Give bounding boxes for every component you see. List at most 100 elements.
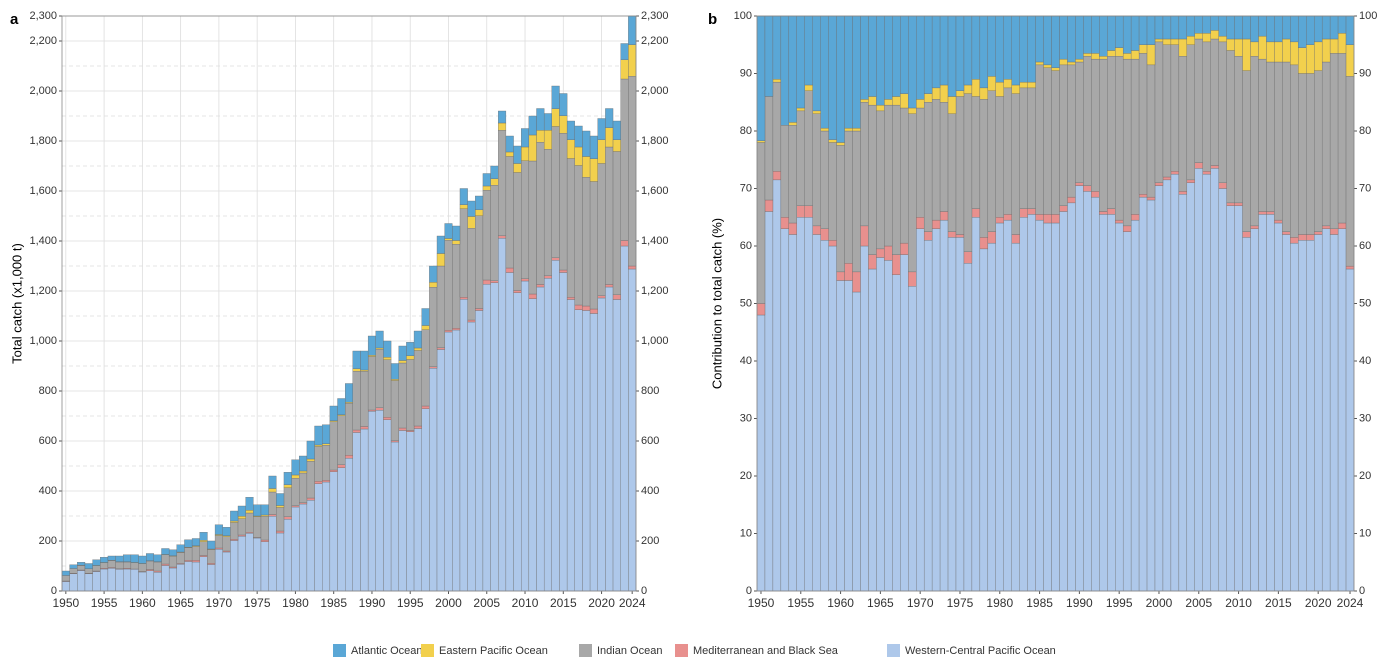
bar-segment [621, 44, 629, 60]
bar-segment [200, 540, 208, 542]
bar-segment [853, 16, 861, 128]
bar-segment [868, 16, 876, 97]
y2-tick-label: 100 [1359, 10, 1377, 22]
bar-segment [345, 455, 353, 458]
bar-segment [582, 311, 590, 592]
bar-segment [483, 284, 491, 591]
bar-segment [537, 285, 545, 288]
bar-segment [613, 295, 621, 300]
bar-segment [207, 550, 215, 564]
x-tick-label: 1990 [359, 596, 386, 610]
bar-segment [514, 164, 522, 173]
bar-segment [1147, 16, 1155, 45]
bar-segment [521, 279, 529, 281]
bar-segment [1083, 191, 1091, 591]
bar-segment [200, 532, 208, 540]
bar-segment [567, 297, 575, 299]
bar-segment [1139, 194, 1147, 197]
bar-segment [146, 570, 154, 571]
bar-segment [628, 269, 636, 591]
bar-segment [169, 556, 177, 567]
bar-segment [559, 133, 567, 270]
bar-segment [1251, 229, 1259, 591]
bar-segment [468, 201, 476, 217]
bar-segment [238, 519, 246, 535]
bar-segment [383, 341, 391, 357]
bar-segment [1067, 197, 1075, 203]
bar-segment [131, 555, 139, 563]
x-tick-label: 1995 [1106, 596, 1133, 610]
bar-segment [429, 266, 437, 282]
bar-segment [1258, 59, 1266, 211]
bar-segment [813, 111, 821, 114]
bar-segment [1052, 68, 1060, 71]
bar-segment [1235, 206, 1243, 591]
bar-segment [940, 212, 948, 221]
x-tick-label: 2015 [550, 596, 577, 610]
bar-segment [131, 563, 139, 569]
bar-segment [598, 298, 606, 591]
bar-segment [1243, 237, 1251, 591]
bar-segment [491, 283, 499, 591]
bar-segment [85, 569, 93, 574]
bar-segment [1131, 59, 1139, 214]
bar-segment [491, 179, 499, 186]
bar-segment [552, 127, 560, 258]
bar-segment [414, 351, 422, 427]
bar-segment [498, 130, 506, 236]
y2-tick-label: 2,200 [641, 35, 669, 47]
bar-segment [797, 217, 805, 591]
bar-segment [853, 292, 861, 591]
bar-segment [360, 370, 368, 371]
bar-segment [948, 114, 956, 232]
y-tick-label: 1,200 [29, 285, 57, 297]
bar-segment [1091, 59, 1099, 191]
bar-segment [483, 280, 491, 284]
bar-segment [1139, 16, 1147, 45]
bar-segment [1147, 45, 1155, 65]
panel-label: a [10, 11, 19, 28]
bar-segment [483, 186, 491, 190]
bar-segment [207, 563, 215, 564]
legend-swatch [675, 644, 688, 657]
bar-segment [567, 300, 575, 592]
bar-segment [1322, 62, 1330, 226]
bar-segment [940, 102, 948, 211]
bar-segment [598, 140, 606, 164]
bar-segment [1028, 82, 1036, 88]
bar-segment [1123, 53, 1131, 59]
y-tick-label: 2,200 [29, 35, 57, 47]
bar-segment [948, 16, 956, 97]
bar-segment [1004, 79, 1012, 88]
bar-segment [1314, 42, 1322, 71]
bar-segment [613, 121, 621, 140]
bar-segment [1338, 53, 1346, 223]
bar-segment [70, 569, 78, 574]
bar-segment [1131, 51, 1139, 60]
bar-segment [529, 116, 537, 135]
bar-segment [940, 220, 948, 591]
y2-tick-label: 800 [641, 385, 659, 397]
bar-segment [1298, 16, 1306, 48]
bar-segment [1044, 16, 1052, 65]
bar-segment [948, 237, 956, 591]
bar-segment [322, 480, 330, 482]
bar-segment [437, 236, 445, 254]
bar-segment [853, 131, 861, 272]
bar-segment [1179, 56, 1187, 191]
bar-segment [1091, 53, 1099, 59]
bar-segment [360, 427, 368, 430]
bar-segment [429, 368, 437, 591]
bar-segment [1235, 16, 1243, 39]
bar-segment [837, 16, 845, 143]
bar-segment [1195, 16, 1203, 33]
bar-segment [1266, 42, 1274, 62]
bar-segment [445, 332, 453, 591]
bar-segment [765, 200, 773, 212]
bar-segment [506, 157, 514, 269]
bar-segment [837, 145, 845, 272]
bar-segment [1139, 45, 1147, 54]
bar-segment [621, 79, 629, 241]
bar-segment [598, 119, 606, 140]
bar-segment [1044, 214, 1052, 223]
